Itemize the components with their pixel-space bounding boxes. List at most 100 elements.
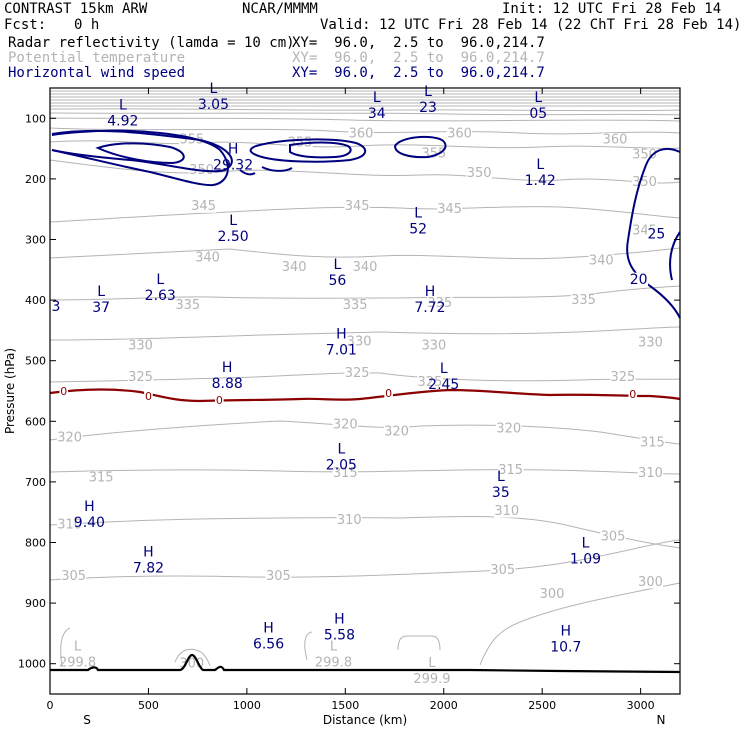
x-tick-label: 0	[47, 699, 54, 712]
x-tick-label: 2500	[528, 699, 556, 712]
y-tick-label: 400	[25, 294, 46, 307]
theta-label: 330	[347, 334, 372, 349]
valid-time: Valid: 12 UTC Fri 28 Feb 14 (22 ChT Fri …	[320, 17, 740, 33]
x-tick-label: 3000	[627, 699, 655, 712]
low-marker: L	[337, 442, 345, 458]
zero-contour-label-bg	[628, 389, 638, 401]
theta-label: 310	[57, 517, 82, 532]
edge-value-fragment: 3	[51, 299, 60, 315]
wind-speed-label: 25	[647, 226, 665, 242]
high-marker: H	[222, 360, 233, 376]
y-tick-label: 1000	[18, 658, 46, 671]
theta-label-bg	[332, 466, 359, 480]
theta-label-bg	[56, 517, 83, 531]
zero-contour-label: 0	[216, 394, 223, 407]
low-marker: L	[334, 257, 342, 273]
low-marker: L	[536, 157, 544, 173]
low-marker: L	[210, 81, 218, 97]
theta-label: 340	[195, 251, 220, 266]
extremum-value: 2.50	[218, 229, 249, 245]
zero-contour-label: 0	[60, 385, 67, 398]
x-tick-label: 1500	[331, 699, 359, 712]
zero-contour-labels: 0 0 0 0 0	[59, 385, 638, 407]
high-marker: H	[334, 611, 345, 627]
high-marker: H	[561, 623, 572, 639]
theta-label-bg	[127, 339, 154, 353]
theta-label: 310	[638, 466, 663, 481]
high-marker: H	[336, 327, 347, 343]
theta-label-bg	[539, 587, 565, 601]
terrain-profile	[50, 653, 681, 674]
theta-label: 305	[490, 563, 515, 578]
high-marker: H	[228, 142, 239, 158]
extremum-value: 34	[368, 106, 386, 122]
field-theta-xy: XY= 96.0, 2.5 to 96.0,214.7	[292, 50, 545, 66]
zero-contour-label-bg	[384, 388, 393, 400]
low-marker: L	[582, 536, 590, 552]
low-marker: L	[440, 361, 448, 377]
theta-label-bg	[436, 202, 463, 216]
x-axis-title: Distance (km)	[323, 713, 407, 727]
model-title: CONTRAST 15km ARW	[4, 1, 148, 17]
theta-label-bg	[494, 504, 520, 518]
theta-label: 330	[128, 339, 153, 354]
x-tick-label: 2000	[430, 699, 458, 712]
theta-label: 360	[447, 126, 472, 141]
y-tick-label: 700	[25, 476, 46, 489]
theta-label-bg	[348, 127, 374, 141]
extremum-value: 7.82	[133, 561, 164, 577]
extremum-value: 2.45	[428, 377, 459, 393]
theta-label: 320	[384, 425, 409, 440]
extremum-value: 9.40	[74, 515, 105, 531]
theta-label-bg	[194, 251, 221, 265]
theta-label: 335	[175, 298, 200, 313]
extremum-value: 35	[492, 485, 510, 501]
theta-label: 360	[349, 126, 374, 141]
extremum-value: 3.05	[198, 97, 229, 113]
theta-label-bg	[344, 199, 370, 213]
y-tick-label: 600	[25, 415, 46, 428]
theta-label-bg	[466, 166, 492, 180]
x-tick-label: 1000	[233, 699, 261, 712]
wind-speed-contours	[51, 129, 681, 319]
wind-speed-label: 20	[630, 272, 648, 288]
theta-label-bg	[602, 133, 628, 147]
extremum-value: 37	[92, 300, 110, 316]
surface-low-value: 299.8	[59, 656, 96, 671]
theta-label-bg	[637, 336, 664, 350]
surface-low-value: 299.9	[413, 672, 450, 687]
extremum-value: 4.92	[107, 113, 138, 129]
theta-label-bg	[342, 298, 368, 312]
y-tick-label: 900	[25, 597, 46, 610]
low-marker: L	[97, 284, 105, 300]
organization-label: NCAR/MMMM	[242, 1, 318, 17]
theta-label-bg	[190, 199, 217, 213]
extremum-value: 6.56	[253, 636, 284, 652]
x-tick-label: 500	[138, 699, 159, 712]
theta-label: 315	[498, 463, 523, 478]
extremum-value: 10.7	[550, 639, 581, 655]
y-tick-label: 100	[25, 112, 46, 125]
extremum-value: 23	[419, 100, 437, 116]
surface-low-marker: L	[74, 640, 82, 655]
y-tick-label: 800	[25, 537, 46, 550]
endpoint-north: N	[657, 713, 666, 727]
forecast-label: Fcst:	[4, 17, 47, 33]
extremum-value: 2.63	[145, 288, 176, 304]
theta-label: 300	[638, 575, 663, 590]
theta-label: 345	[191, 199, 216, 214]
extremum-value: 1.09	[570, 552, 601, 568]
theta-label-bg	[496, 422, 522, 436]
theta-label: 350	[632, 148, 657, 163]
theta-label: 330	[421, 339, 446, 354]
theta-label-bg	[265, 569, 292, 583]
theta-label-bg	[281, 260, 307, 274]
theta-label: 325	[610, 370, 635, 385]
theta-label-bg	[383, 425, 410, 439]
surface-low-marker: L	[428, 656, 436, 671]
theta-label: 310	[337, 513, 362, 528]
theta-label: 310	[494, 504, 519, 519]
theta-label: 335	[427, 296, 452, 311]
